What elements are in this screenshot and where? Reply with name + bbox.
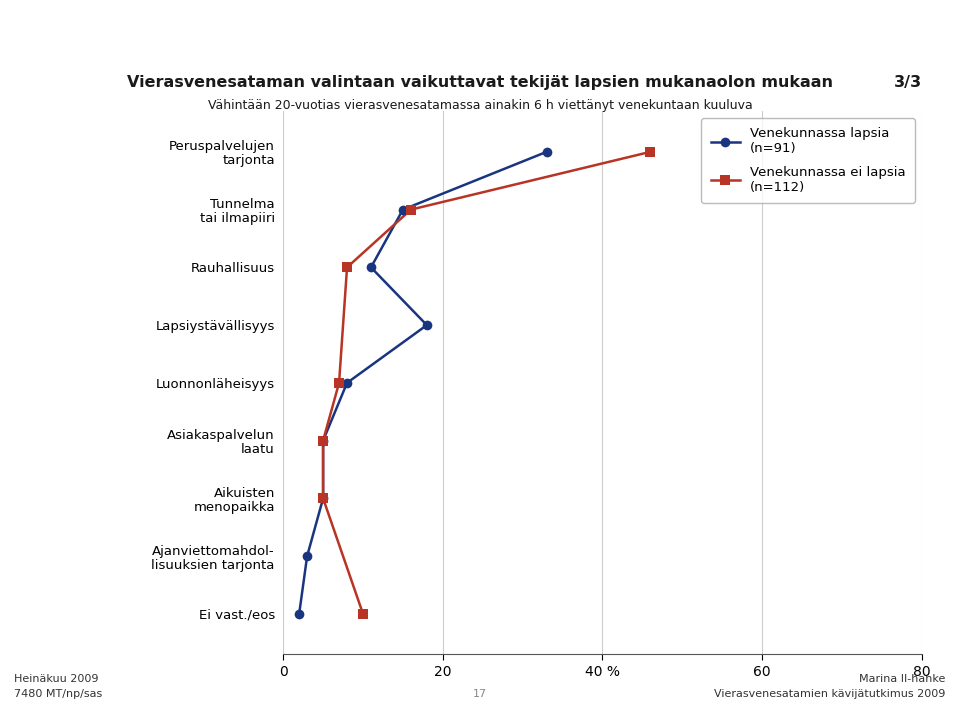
Text: Vierasvenesatamien kävijätutkimus 2009: Vierasvenesatamien kävijätutkimus 2009: [714, 689, 946, 699]
Text: Heinäkuu 2009: Heinäkuu 2009: [14, 674, 99, 684]
Legend: Venekunnassa lapsia
(n=91), Venekunnassa ei lapsia
(n=112): Venekunnassa lapsia (n=91), Venekunnassa…: [702, 118, 915, 203]
Text: 3/3: 3/3: [894, 75, 922, 91]
Text: 7480 MT/np/sas: 7480 MT/np/sas: [14, 689, 103, 699]
Text: Vierasvenesataman valintaan vaikuttavat tekijät lapsien mukanaolon mukaan: Vierasvenesataman valintaan vaikuttavat …: [127, 75, 833, 91]
Text: taloustutkimus oy: taloustutkimus oy: [20, 29, 233, 49]
Text: Vähintään 20-vuotias vierasvenesatamassa ainakin 6 h viettänyt venekuntaan kuulu: Vähintään 20-vuotias vierasvenesatamassa…: [207, 99, 753, 112]
Text: 17: 17: [473, 689, 487, 699]
Text: Marina II-hanke: Marina II-hanke: [859, 674, 946, 684]
